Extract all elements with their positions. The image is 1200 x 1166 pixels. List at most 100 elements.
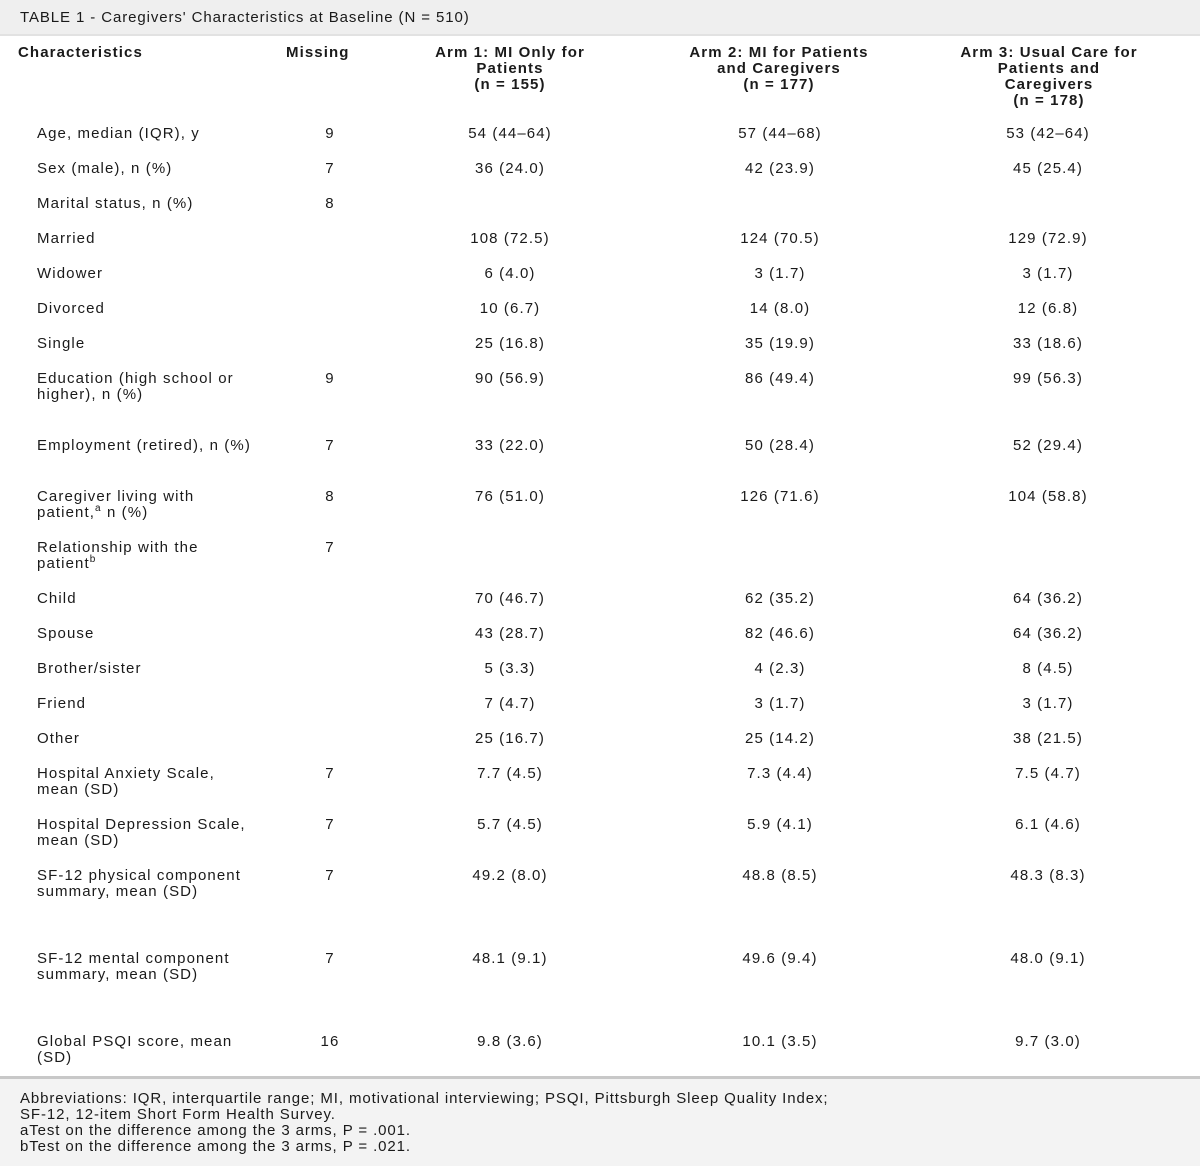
table-footnotes: Abbreviations: IQR, interquartile range;… (0, 1076, 1200, 1166)
cell-arm3: 64 (36.2) (1013, 590, 1083, 607)
table-row: Spouse 43 (28.7) 82 (46.6) 64 (36.2) (0, 617, 1200, 652)
header-arm3-line: Patients and (997, 60, 1101, 77)
cell-missing: 7 (325, 539, 335, 556)
row-label: Hospital Depression Scale, mean (SD) (37, 817, 262, 849)
cell-arm1: 9.8 (3.6) (477, 1033, 543, 1050)
cell-arm3: 45 (25.4) (1013, 160, 1083, 177)
row-label-text: n (%) (101, 504, 149, 521)
row-label-text: Global PSQI score, mean (SD) (37, 1033, 233, 1066)
cell-arm3: 64 (36.2) (1013, 625, 1083, 642)
table-title-bar: TABLE 1 - Caregivers' Characteristics at… (0, 0, 1200, 36)
row-label-text: SF-12 physical component summary, mean (… (37, 867, 241, 900)
footnote-abbreviations: Abbreviations: IQR, interquartile range;… (20, 1090, 829, 1107)
row-label-text: Caregiver living with patient, (37, 488, 195, 521)
cell-arm2: 7.3 (4.4) (747, 765, 813, 782)
row-label-text: Single (37, 335, 86, 352)
row-label: Friend (37, 696, 262, 712)
row-label: Hospital Anxiety Scale, mean (SD) (37, 766, 262, 798)
cell-arm2: 25 (14.2) (745, 730, 815, 747)
cell-missing: 7 (325, 950, 335, 967)
cell-arm1: 76 (51.0) (475, 488, 545, 505)
table-row: Employment (retired), n (%) 7 33 (22.0) 50 … (0, 429, 1200, 480)
cell-arm1: 36 (24.0) (475, 160, 545, 177)
row-label: Divorced (37, 301, 262, 317)
cell-missing: 7 (325, 160, 335, 177)
header-arm1-line: Arm 1: MI Only for (435, 44, 585, 61)
row-label-text: Widower (37, 265, 104, 282)
cell-arm3: 48.3 (8.3) (1010, 867, 1086, 884)
table-row: Married 108 (72.5) 124 (70.5) 129 (72.9) (0, 222, 1200, 257)
table-body: Age, median (IQR), y 9 54 (44–64) 57 (44–68… (0, 117, 1200, 1075)
row-label-text: Employment (retired), n (%) (37, 437, 251, 454)
table-row: Widower 6 (4.0) 3 (1.7) 3 (1.7) (0, 257, 1200, 292)
cell-arm2: 3 (1.7) (754, 695, 806, 712)
cell-arm1: 5 (3.3) (484, 660, 536, 677)
row-label: Caregiver living with patient,a n (%) (37, 489, 262, 521)
header-arm2: Arm 2: MI for Patients and Caregivers (n… (640, 45, 918, 93)
cell-arm1: 54 (44–64) (468, 125, 552, 142)
row-label: Married (37, 231, 262, 247)
cell-arm1: 108 (72.5) (470, 230, 550, 247)
row-label: Single (37, 336, 262, 352)
table-row: Brother/sister 5 (3.3) 4 (2.3) 8 (4.5) (0, 652, 1200, 687)
table-row: Relationship with the patientb 7 (0, 531, 1200, 582)
table-row: Other 25 (16.7) 25 (14.2) 38 (21.5) (0, 722, 1200, 757)
cell-arm2: 35 (19.9) (745, 335, 815, 352)
footnote-b: bTest on the difference among the 3 arms… (20, 1138, 411, 1155)
cell-arm2: 86 (49.4) (745, 370, 815, 387)
row-label-text: Married (37, 230, 96, 247)
cell-arm2: 14 (8.0) (749, 300, 811, 317)
row-label: Age, median (IQR), y (37, 126, 262, 142)
cell-arm3: 52 (29.4) (1013, 437, 1083, 454)
cell-arm1: 49.2 (8.0) (472, 867, 548, 884)
row-label-text: Hospital Anxiety Scale, mean (SD) (37, 765, 215, 798)
cell-arm3: 9.7 (3.0) (1015, 1033, 1081, 1050)
cell-arm3: 53 (42–64) (1006, 125, 1090, 142)
header-arm1: Arm 1: MI Only for Patients (n = 155) (385, 45, 635, 93)
header-arm2-line: and Caregivers (717, 60, 841, 77)
cell-arm2: 57 (44–68) (738, 125, 822, 142)
cell-arm2: 124 (70.5) (740, 230, 820, 247)
cell-arm3: 6.1 (4.6) (1015, 816, 1081, 833)
cell-arm1: 7.7 (4.5) (477, 765, 543, 782)
row-label: Brother/sister (37, 661, 262, 677)
cell-arm2: 126 (71.6) (740, 488, 820, 505)
table-row: Caregiver living with patient,a n (%) 8 76… (0, 480, 1200, 531)
cell-arm1: 10 (6.7) (479, 300, 541, 317)
table-row: Single 25 (16.8) 35 (19.9) 33 (18.6) (0, 327, 1200, 362)
table-title: TABLE 1 - Caregivers' Characteristics at… (20, 9, 470, 26)
row-label: Spouse (37, 626, 262, 642)
cell-arm2: 4 (2.3) (754, 660, 806, 677)
row-label-text: Friend (37, 695, 87, 712)
cell-arm1: 70 (46.7) (475, 590, 545, 607)
table-row: SF-12 mental component summary, mean (SD… (0, 942, 1200, 1025)
footnote-abbreviations-cont: SF-12, 12-item Short Form Health Survey. (20, 1106, 336, 1123)
cell-missing: 8 (325, 195, 335, 212)
row-label-text: Relationship with the patient (37, 539, 199, 572)
row-label: Relationship with the patientb (37, 540, 262, 572)
header-arm1-line: (n = 155) (474, 76, 546, 93)
cell-arm3: 104 (58.8) (1008, 488, 1088, 505)
cell-missing: 7 (325, 437, 335, 454)
row-label: Employment (retired), n (%) (37, 438, 262, 454)
cell-arm3: 12 (6.8) (1017, 300, 1079, 317)
cell-arm3: 99 (56.3) (1013, 370, 1083, 387)
table-row: Hospital Anxiety Scale, mean (SD) 7 7.7 (4… (0, 757, 1200, 808)
cell-arm3: 38 (21.5) (1013, 730, 1083, 747)
table-row: SF-12 physical component summary, mean (… (0, 859, 1200, 942)
row-label: Sex (male), n (%) (37, 161, 262, 177)
cell-arm1: 6 (4.0) (484, 265, 536, 282)
header-arm2-line: (n = 177) (743, 76, 815, 93)
cell-arm1: 5.7 (4.5) (477, 816, 543, 833)
table-row: Divorced 10 (6.7) 14 (8.0) 12 (6.8) (0, 292, 1200, 327)
cell-arm1: 25 (16.7) (475, 730, 545, 747)
table-row: Friend 7 (4.7) 3 (1.7) 3 (1.7) (0, 687, 1200, 722)
cell-arm2: 5.9 (4.1) (747, 816, 813, 833)
row-label-text: Other (37, 730, 81, 747)
table-row: Hospital Depression Scale, mean (SD) 7 5.7… (0, 808, 1200, 859)
cell-arm3: 48.0 (9.1) (1010, 950, 1086, 967)
row-label-text: Age, median (IQR), y (37, 125, 200, 142)
footnote-marker: b (89, 554, 97, 565)
cell-missing: 7 (325, 765, 335, 782)
row-label: Other (37, 731, 262, 747)
